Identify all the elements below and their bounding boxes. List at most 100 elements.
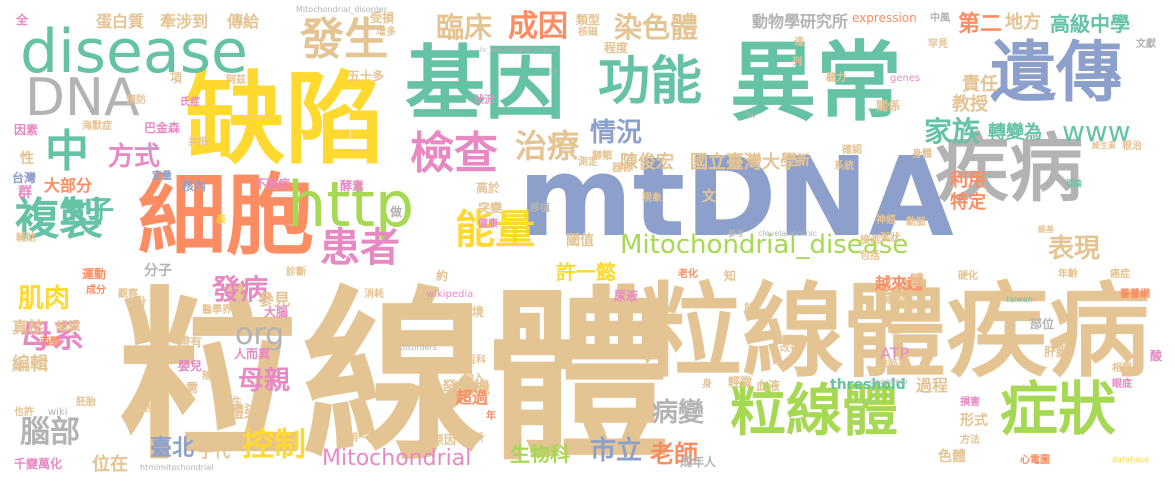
cloud-word: 神經 <box>876 215 896 226</box>
cloud-word: 罕見 <box>928 39 948 50</box>
cloud-word: org <box>235 317 285 352</box>
cloud-word: 臨床 <box>436 11 493 44</box>
cloud-word: disease <box>20 17 248 87</box>
cloud-word: 遺傳 <box>990 34 1122 111</box>
cloud-word: 動脈 <box>906 217 926 228</box>
cloud-word: 環境 <box>460 305 485 319</box>
cloud-word: 做 <box>390 205 403 219</box>
cloud-word: 超過 <box>456 388 489 407</box>
cloud-word: 類型 <box>576 13 601 27</box>
cloud-word: 國立臺灣大學 <box>690 152 798 173</box>
cloud-word: Mitochondrial_disorder <box>296 5 388 14</box>
cloud-word: 損害 <box>960 397 980 408</box>
cloud-word: 項 <box>170 71 183 85</box>
cloud-word: 家族 <box>924 115 981 148</box>
cloud-word: 根治 <box>1122 141 1142 152</box>
cloud-word: 基因 <box>405 37 565 130</box>
cloud-word: genes <box>890 73 921 84</box>
cloud-word: 年齡 <box>1058 269 1078 280</box>
cloud-word: 成分 <box>86 285 106 296</box>
cloud-word: 陳俊宏 <box>620 152 674 173</box>
cloud-word: 控制 <box>242 425 307 463</box>
cloud-word: 僅 <box>890 325 900 336</box>
cloud-word: 臺北 <box>150 436 195 461</box>
cloud-word: 分子 <box>144 263 172 279</box>
cloud-word: hc_Mitochondrial_Disease <box>480 47 558 54</box>
cloud-word: 不耐症 <box>254 177 291 191</box>
cloud-word: 許一懿 <box>556 260 616 284</box>
cloud-word: 核內 <box>182 179 207 193</box>
cloud-word: DNA <box>25 68 140 128</box>
cloud-word: 女子 <box>62 196 115 226</box>
cloud-word: 地方 <box>1005 12 1041 33</box>
cloud-word: 觀察 <box>118 289 138 300</box>
cloud-word: clevelandclinic <box>758 229 818 238</box>
cloud-word: 消耗 <box>364 289 384 300</box>
cloud-word: 治療 <box>515 127 580 165</box>
cloud-word: 眼底 <box>1112 379 1132 390</box>
cloud-word: 納入 <box>464 373 484 384</box>
cloud-word: 維生素 <box>1092 141 1116 150</box>
cloud-word: 方法 <box>960 435 980 446</box>
cloud-word: 維基 <box>1038 225 1054 234</box>
cloud-word: 發病 <box>212 273 269 306</box>
cloud-word: Mitochondrial <box>322 446 472 471</box>
cloud-word: 原因 <box>432 433 457 447</box>
cloud-word: 定量 <box>152 171 172 182</box>
cloud-word: 肌肉 <box>18 284 71 314</box>
cloud-word: 責任 <box>962 74 998 95</box>
cloud-word: 現象 <box>642 193 662 204</box>
cloud-word: 中風 <box>930 13 950 24</box>
cloud-word: 位在 <box>92 454 128 475</box>
cloud-word: 酸 <box>1150 349 1163 363</box>
cloud-word: 缺陷 <box>185 61 385 178</box>
cloud-word: 文 <box>702 189 716 205</box>
cloud-word: 高級中學 <box>1050 12 1130 36</box>
cloud-word: tw <box>746 111 756 120</box>
cloud-word: 新 <box>796 153 810 169</box>
cloud-word: 部位 <box>1030 317 1055 331</box>
cloud-word: 增多 <box>376 27 396 38</box>
cloud-word: 帶有 <box>178 335 203 349</box>
cloud-word: 越來越 <box>875 274 924 293</box>
cloud-word: 器官 <box>612 163 632 174</box>
cloud-word: wiki <box>48 407 68 418</box>
cloud-word: 生物科 <box>510 442 570 466</box>
cloud-word: 高於 <box>476 181 501 195</box>
cloud-word: 市立 <box>590 436 643 466</box>
cloud-word: 輔助 <box>16 233 36 244</box>
cloud-word: 醫學界 <box>202 305 232 316</box>
cloud-word: 薔薔網 <box>1120 289 1150 300</box>
cloud-word: 檢測 <box>860 235 880 246</box>
cloud-word: www <box>1062 115 1131 148</box>
cloud-word: 包括 <box>860 251 880 262</box>
cloud-word: 參見 <box>258 290 291 309</box>
cloud-word: 食物 <box>878 288 911 307</box>
cloud-word: 身體 <box>912 149 932 160</box>
cloud-word: 老師 <box>650 440 698 468</box>
cloud-word: 檢查 <box>410 128 498 179</box>
cloud-word: wikipedia <box>426 289 474 300</box>
cloud-word: 狀況 <box>474 95 494 106</box>
cloud-word: 新生 <box>222 397 242 408</box>
cloud-word: http <box>287 168 415 241</box>
cloud-word: 約 <box>436 269 449 283</box>
cloud-word: 身 <box>702 379 712 390</box>
cloud-word: 知 <box>724 269 737 283</box>
cloud-word: 情況 <box>590 118 643 148</box>
cloud-word: 蛋白質 <box>96 12 145 31</box>
cloud-word: htmlmitochondrial <box>140 463 214 472</box>
cloud-word: 大腦 <box>264 305 289 319</box>
cloud-word: 巴金森 <box>144 121 181 135</box>
cloud-word: 氏症 <box>180 97 200 108</box>
cloud-word: 血液 <box>756 379 781 393</box>
cloud-word: 硬化 <box>958 271 978 282</box>
cloud-word: 朝一日 <box>348 433 378 444</box>
cloud-word: 核磁 <box>578 27 598 38</box>
cloud-word: 成年人 <box>680 455 717 469</box>
cloud-word: expression <box>852 11 917 25</box>
cloud-word: taiwan <box>1006 295 1033 304</box>
cloud-word: 粒線體 <box>118 271 671 482</box>
cloud-word: 程度 <box>604 41 629 55</box>
